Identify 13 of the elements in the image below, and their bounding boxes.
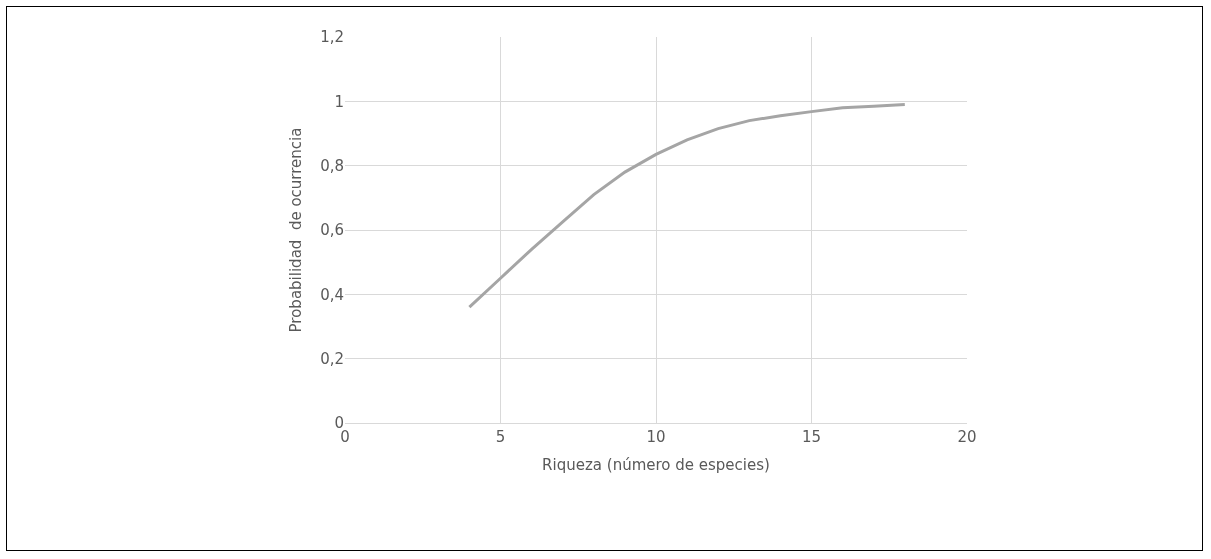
y-tick-label: 1 xyxy=(334,92,344,111)
x-axis-title: Riqueza (número de especies) xyxy=(542,456,770,474)
x-tick-label: 15 xyxy=(801,428,822,446)
y-axis-title: Probabilidad de ocurrencia xyxy=(287,127,306,333)
y-tick-label: 0,6 xyxy=(320,221,344,240)
x-tick-label: 20 xyxy=(957,428,977,446)
y-tick-label: 1,2 xyxy=(320,28,344,47)
y-tick-label: 0,8 xyxy=(320,156,344,175)
x-tick-label: 10 xyxy=(646,428,666,446)
y-tick-label: 0,4 xyxy=(320,285,344,304)
x-tick-label: 5 xyxy=(495,428,506,446)
y-tick-label: 0,2 xyxy=(320,349,344,368)
line-series xyxy=(467,103,907,309)
